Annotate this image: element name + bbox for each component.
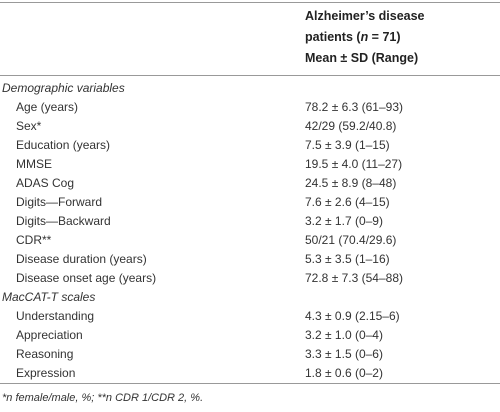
row-label: Digits—Forward [16, 195, 103, 209]
row-label: Expression [16, 366, 76, 380]
header-text: patients ( [305, 30, 361, 44]
row-value: 7.6 ± 2.6 (4–15) [305, 195, 390, 209]
header-text: = 71) [368, 30, 401, 44]
header-text: n [360, 30, 369, 44]
table-row: Appreciation 3.2 ± 1.0 (0–4) [0, 326, 500, 345]
header-line: Alzheimer’s disease [305, 9, 425, 23]
table-row: Disease onset age (years) 72.8 ± 7.3 (54–… [0, 269, 500, 288]
row-value: 50/21 (70.4/29.6) [305, 233, 397, 247]
row-label: ADAS Cog [16, 176, 75, 190]
row-value: 3.3 ± 1.5 (0–6) [305, 347, 383, 361]
row-label: Digits—Backward [16, 214, 111, 228]
row-value: 78.2 ± 6.3 (61–93) [305, 100, 403, 114]
row-label: Disease duration (years) [16, 252, 147, 266]
row-value: 72.8 ± 7.3 (54–88) [305, 271, 403, 285]
rule [0, 383, 500, 384]
row-value: 19.5 ± 4.0 (11–27) [305, 157, 403, 171]
table-row: Digits—Forward 7.6 ± 2.6 (4–15) [0, 193, 500, 212]
row-label: Reasoning [16, 347, 74, 361]
row-value: 5.3 ± 3.5 (1–16) [305, 252, 390, 266]
row-label: MMSE [16, 157, 52, 171]
section-label: MacCAT-T scales [2, 290, 96, 304]
row-label: Disease onset age (years) [16, 271, 157, 285]
row-label: Understanding [16, 309, 95, 323]
row-label: Appreciation [16, 328, 83, 342]
header-line: Mean ± SD (Range) [305, 51, 419, 65]
row-value: 3.2 ± 1.7 (0–9) [305, 214, 383, 228]
row-value: 4.3 ± 0.9 (2.15–6) [305, 309, 400, 323]
row-value: 1.8 ± 0.6 (0–2) [305, 366, 383, 380]
table-row: Age (years) 78.2 ± 6.3 (61–93) [0, 98, 500, 117]
row-label: Sex* [16, 119, 42, 133]
header-line: patients (n = 71) [305, 27, 401, 47]
row-value: 7.5 ± 3.9 (1–15) [305, 138, 390, 152]
row-label: Age (years) [16, 100, 79, 114]
table-row: Digits—Backward 3.2 ± 1.7 (0–9) [0, 212, 500, 231]
table-row: CDR** 50/21 (70.4/29.6) [0, 231, 500, 250]
table-row: Demographic variables [0, 79, 500, 98]
section-label: Demographic variables [2, 81, 125, 95]
row-label: Education (years) [16, 138, 111, 152]
rule [0, 75, 500, 76]
row-label: CDR** [16, 233, 52, 247]
table-row: MacCAT-T scales [0, 288, 500, 307]
footnote: *n female/male, %; **n CDR 1/CDR 2, %. [2, 392, 204, 404]
table-row: Education (years) 7.5 ± 3.9 (1–15) [0, 136, 500, 155]
table-row: Understanding 4.3 ± 0.9 (2.15–6) [0, 307, 500, 326]
row-value: 24.5 ± 8.9 (8–48) [305, 176, 397, 190]
table-row: Expression 1.8 ± 0.6 (0–2) [0, 364, 500, 383]
row-value: 3.2 ± 1.0 (0–4) [305, 328, 383, 342]
table-row: Disease duration (years) 5.3 ± 3.5 (1–16) [0, 250, 500, 269]
table-row: Sex* 42/29 (59.2/40.8) [0, 117, 500, 136]
table-row: MMSE 19.5 ± 4.0 (11–27) [0, 155, 500, 174]
table-row: Reasoning 3.3 ± 1.5 (0–6) [0, 345, 500, 364]
rule [0, 2, 500, 3]
table-row: ADAS Cog 24.5 ± 8.9 (8–48) [0, 174, 500, 193]
row-value: 42/29 (59.2/40.8) [305, 119, 397, 133]
